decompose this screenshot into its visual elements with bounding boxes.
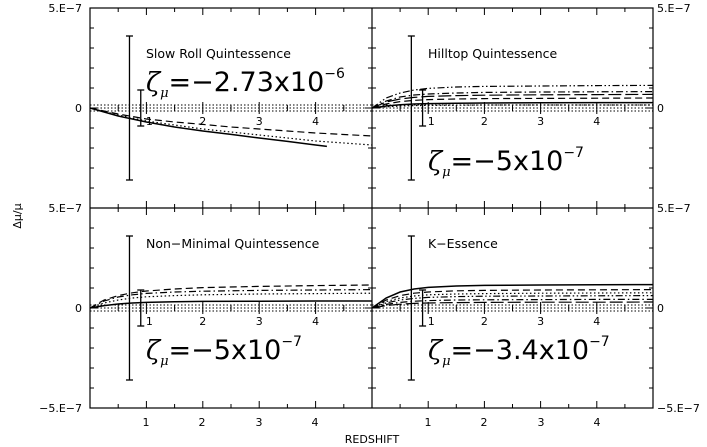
y-tick-left-bottom-0: 0 [75,302,82,315]
zeta-subscript: μ [442,165,450,180]
inline-x-tick-label: 3 [256,115,263,128]
series-long-dash [371,301,654,309]
zeta-annotation-non-minimal: ζμ=−5x10−7 [146,334,302,369]
x-tick-bottom-left-3: 3 [256,416,263,429]
zeta-value: =−2.73x10 [169,67,325,98]
series-solid [89,300,372,309]
inline-x-tick-label: 2 [481,115,488,128]
y-tick-right-bottom-neg: −5.E−7 [657,402,700,415]
panel-title-non-minimal: Non−Minimal Quintessence [146,236,320,251]
panel-k-essence: 1 2 3 4 [371,235,654,381]
series-solid [371,101,653,109]
inline-x-tick-label: 4 [312,315,319,328]
panel-title-k-essence: K−Essence [428,236,498,251]
inline-x-tick-label: 3 [537,315,544,328]
inline-x-tick-label: 3 [256,315,263,328]
series-solid [371,283,654,309]
zeta-exponent: −7 [589,334,610,350]
x-tick-bottom-left-2: 2 [199,416,206,429]
outer-axis-ticks [90,7,653,409]
series-dashed [371,289,654,309]
zeta-symbol: ζ [428,336,444,366]
series-dash-dot-dot [371,295,654,309]
y-tick-left-bottom-1: 5.E−7 [48,202,82,215]
zeta-symbol: ζ [146,68,162,98]
series-dash-dot [89,289,373,309]
x-tick-bottom-right-1: 1 [425,416,432,429]
zeta-subscript: μ [160,354,168,369]
y-tick-right-bottom-0: 0 [657,302,664,315]
series-dashed [89,107,373,137]
panels: 1 2 3 4 1 2 3 41 2 3 4 1 2 3 4 [89,35,654,381]
zeta-exponent: −7 [281,334,302,350]
y-tick-left-bottom-neg: −5.E−7 [39,402,82,415]
inline-x-tick-label: 4 [593,115,600,128]
zeta-symbol: ζ [146,336,162,366]
zeta-exponent: −6 [324,66,345,82]
panel-hilltop: 1 2 3 4 [371,35,654,181]
zeta-annotation-slow-roll: ζμ=−2.73x10−6 [146,66,345,101]
zeta-annotation-hilltop: ζμ=−5x10−7 [428,145,584,180]
zeta-value: =−5x10 [451,146,564,177]
zeta-symbol: ζ [428,147,444,177]
series-dash-dot [371,91,654,109]
series-dashed [89,284,373,309]
y-tick-right-top-0: 0 [657,102,664,115]
panel-non-minimal: 1 2 3 4 [89,235,373,381]
series-dotted [371,292,654,309]
inline-x-tick-label: 2 [199,115,206,128]
series-long-dash [371,93,654,109]
x-tick-bottom-right-4: 4 [594,416,601,429]
y-tick-left-top-1: 5.E−7 [48,2,82,15]
inline-x-tick-label: 2 [481,315,488,328]
x-tick-bottom-left-4: 4 [312,416,319,429]
x-tick-bottom-right-2: 2 [481,416,488,429]
y-tick-right-bottom-1: 5.E−7 [657,202,691,215]
zeta-annotation-k-essence: ζμ=−3.4x10−7 [428,334,610,369]
x-tick-bottom-left-1: 1 [143,416,150,429]
zeta-exponent: −7 [563,145,584,161]
y-axis-label: Δμ/μ [11,203,24,228]
series-solid [89,107,327,148]
inline-x-tick-label: 3 [537,115,544,128]
inline-x-tick-label: 1 [428,115,435,128]
zeta-value: =−3.4x10 [451,335,590,366]
inline-x-tick-label: 4 [593,315,600,328]
panel-title-hilltop: Hilltop Quintessence [428,46,558,61]
inline-x-tick-label: 1 [428,315,435,328]
series-dotted [89,107,373,146]
y-tick-left-top-0: 0 [75,102,82,115]
inline-x-tick-label: 4 [312,115,319,128]
series-dash-dot-dot [371,84,654,109]
panel-title-slow-roll: Slow Roll Quintessence [146,46,291,61]
x-tick-bottom-right-3: 3 [538,416,545,429]
zeta-subscript: μ [160,86,168,101]
series-dashed [371,97,654,109]
x-axis-label: REDSHIFT [345,433,400,446]
inline-x-tick-label: 1 [146,315,153,328]
inline-x-tick-label: 2 [199,315,206,328]
y-tick-right-top-1: 5.E−7 [657,2,691,15]
series-dotted [371,104,653,109]
zeta-subscript: μ [442,354,450,369]
zeta-value: =−5x10 [169,335,282,366]
